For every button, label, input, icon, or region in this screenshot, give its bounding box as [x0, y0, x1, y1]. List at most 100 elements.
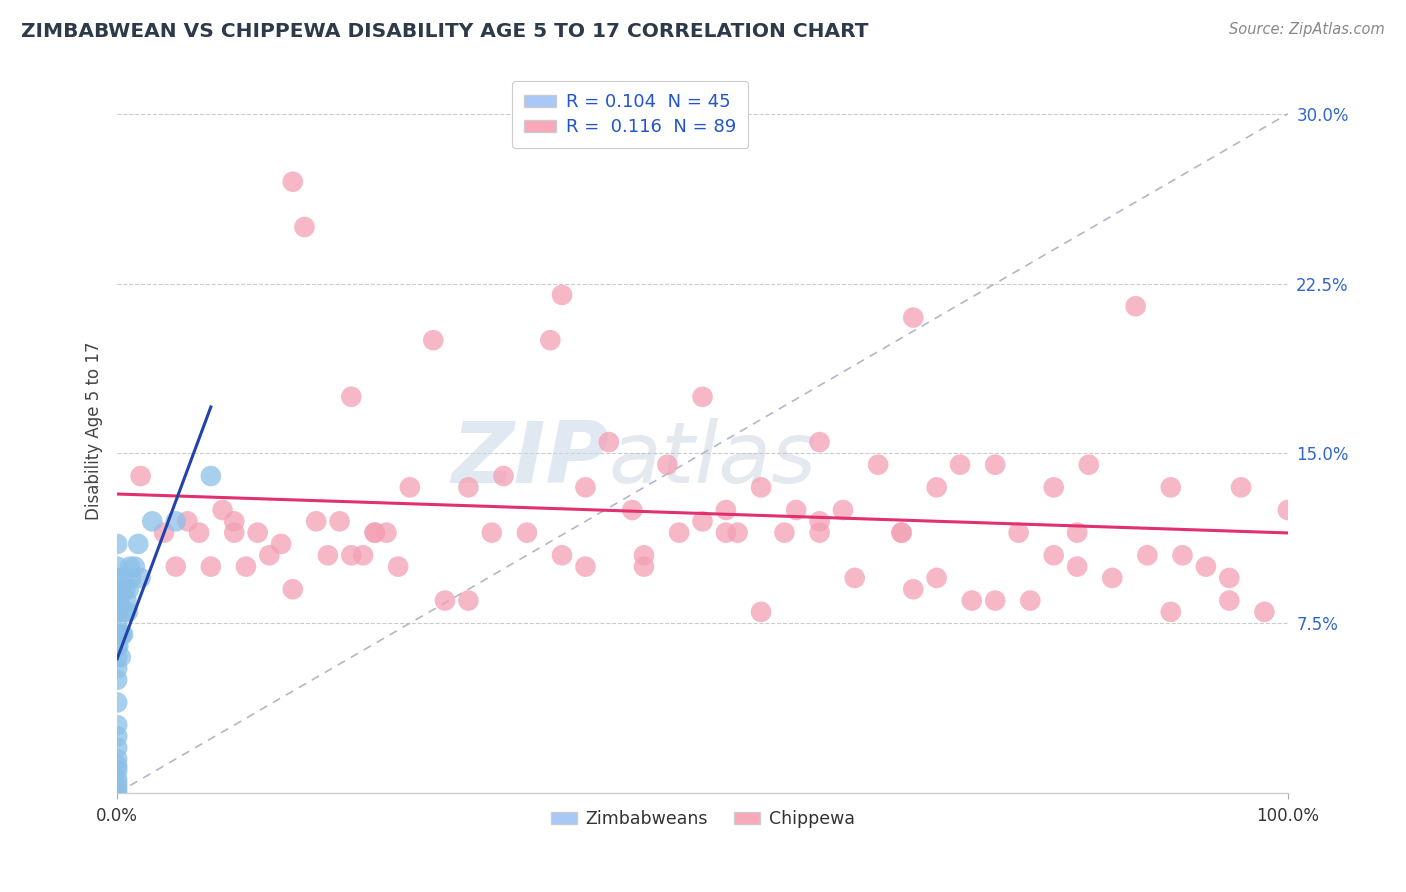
Point: [105, 740, 128, 755]
Point: [984, 458, 1007, 472]
Point: [112, 627, 135, 641]
Point: [224, 514, 246, 528]
Point: [105, 786, 128, 800]
Point: [1253, 605, 1275, 619]
Point: [1042, 480, 1064, 494]
Point: [105, 661, 128, 675]
Point: [749, 480, 772, 494]
Point: [176, 514, 198, 528]
Point: [246, 525, 269, 540]
Point: [105, 537, 128, 551]
Point: [281, 175, 304, 189]
Point: [105, 759, 128, 773]
Point: [657, 458, 679, 472]
Point: [574, 480, 596, 494]
Point: [1125, 299, 1147, 313]
Text: Source: ZipAtlas.com: Source: ZipAtlas.com: [1229, 22, 1385, 37]
Point: [808, 435, 831, 450]
Point: [1042, 549, 1064, 563]
Point: [1019, 593, 1042, 607]
Point: [714, 503, 737, 517]
Point: [1136, 549, 1159, 563]
Point: [105, 627, 128, 641]
Point: [105, 777, 128, 791]
Point: [305, 514, 328, 528]
Point: [1077, 458, 1099, 472]
Point: [352, 549, 374, 563]
Point: [127, 537, 149, 551]
Point: [105, 650, 128, 665]
Point: [105, 559, 128, 574]
Point: [153, 525, 176, 540]
Point: [105, 605, 128, 619]
Point: [925, 480, 948, 494]
Point: [984, 593, 1007, 607]
Point: [949, 458, 972, 472]
Point: [727, 525, 749, 540]
Point: [105, 616, 128, 631]
Point: [211, 503, 233, 517]
Point: [165, 514, 187, 528]
Point: [200, 559, 222, 574]
Point: [281, 582, 304, 597]
Point: [165, 559, 187, 574]
Point: [108, 627, 131, 641]
Point: [773, 525, 796, 540]
Point: [1160, 480, 1182, 494]
Point: [1230, 480, 1253, 494]
Point: [329, 514, 352, 528]
Y-axis label: Disability Age 5 to 17: Disability Age 5 to 17: [86, 342, 103, 520]
Point: [868, 458, 890, 472]
Point: [925, 571, 948, 585]
Point: [294, 219, 316, 234]
Point: [105, 781, 128, 796]
Point: [692, 514, 714, 528]
Point: [105, 695, 128, 709]
Point: [492, 469, 515, 483]
Point: [129, 469, 152, 483]
Point: [235, 559, 257, 574]
Point: [115, 593, 138, 607]
Point: [633, 549, 655, 563]
Point: [105, 571, 128, 585]
Point: [1195, 559, 1218, 574]
Point: [551, 549, 574, 563]
Point: [1066, 525, 1088, 540]
Point: [114, 582, 136, 597]
Point: [340, 549, 363, 563]
Point: [105, 772, 128, 787]
Point: [749, 605, 772, 619]
Point: [117, 605, 139, 619]
Point: [118, 582, 141, 597]
Point: [890, 525, 912, 540]
Point: [433, 593, 456, 607]
Point: [259, 549, 281, 563]
Point: [1160, 605, 1182, 619]
Text: ZIMBABWEAN VS CHIPPEWA DISABILITY AGE 5 TO 17 CORRELATION CHART: ZIMBABWEAN VS CHIPPEWA DISABILITY AGE 5 …: [21, 22, 869, 41]
Point: [124, 559, 146, 574]
Point: [516, 525, 538, 540]
Point: [188, 525, 211, 540]
Point: [105, 730, 128, 744]
Point: [1218, 571, 1240, 585]
Point: [364, 525, 387, 540]
Point: [621, 503, 644, 517]
Point: [105, 764, 128, 778]
Point: [120, 559, 142, 574]
Point: [399, 480, 422, 494]
Point: [808, 514, 831, 528]
Point: [785, 503, 807, 517]
Point: [120, 571, 142, 585]
Point: [633, 559, 655, 574]
Point: [105, 639, 128, 653]
Point: [714, 525, 737, 540]
Point: [422, 333, 444, 347]
Point: [890, 525, 912, 540]
Point: [108, 593, 131, 607]
Point: [105, 582, 128, 597]
Point: [457, 480, 479, 494]
Point: [1277, 503, 1299, 517]
Point: [107, 639, 129, 653]
Point: [538, 333, 561, 347]
Point: [105, 718, 128, 732]
